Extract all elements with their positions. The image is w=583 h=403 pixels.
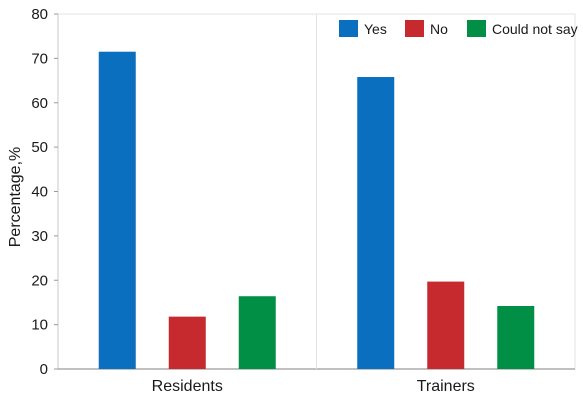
legend: Yes No Could not say [339,20,578,37]
legend-swatch [339,20,358,37]
x-axis-categories: Residents Trainers [152,378,475,395]
bar-no-residents [168,316,206,369]
bar-yes-trainers [357,77,395,369]
bars [98,51,535,369]
legend-label: Could not say [492,21,578,37]
legend-swatch [405,20,424,37]
y-tick-label: 10 [31,317,48,334]
y-tick-label: 20 [31,272,48,289]
y-axis-title: Percentage,% [7,147,24,248]
y-tick-label: 0 [40,361,48,378]
y-tick-label: 60 [31,95,48,112]
y-tick-label: 80 [31,6,48,23]
legend-swatch [467,20,486,37]
y-tick-label: 50 [31,139,48,156]
y-tick-label: 70 [31,50,48,67]
bar-could-not-say-trainers [497,305,535,369]
x-category-label: Trainers [417,378,475,395]
y-tick-label: 40 [31,184,48,201]
x-category-label: Residents [152,378,223,395]
bar-could-not-say-residents [238,296,276,369]
bar-no-trainers [427,281,465,369]
bar-yes-residents [98,51,136,369]
legend-label: Yes [364,21,387,37]
y-tick-label: 30 [31,228,48,245]
y-axis-ticks: 0 10 20 30 40 50 60 70 80 [31,6,58,378]
legend-label: No [430,21,448,37]
